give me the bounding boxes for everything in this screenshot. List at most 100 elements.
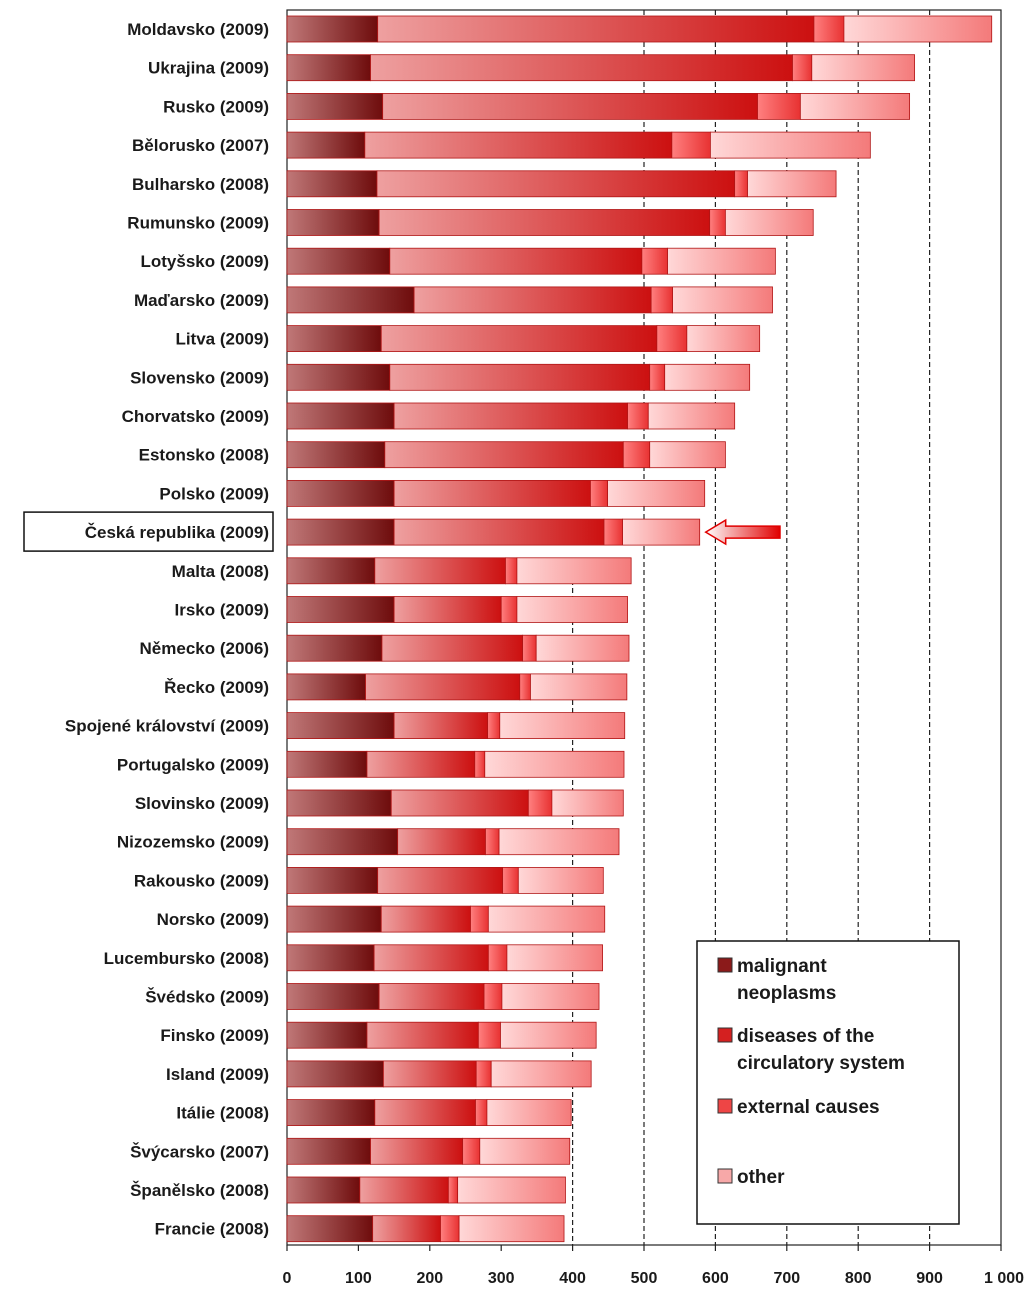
bar-segment-23-0 (286, 905, 382, 933)
bar-segment-3-2 (671, 131, 711, 159)
bar-segment-31-1 (372, 1215, 441, 1243)
bar-segment-4-1 (376, 170, 736, 198)
category-label: Chorvatsko (2009) (122, 407, 269, 426)
bar-segment-11-3 (649, 441, 726, 469)
bar-segment-22-2 (502, 867, 519, 894)
category-label: Rumunsko (2009) (127, 214, 269, 233)
category-label: Rakousko (2009) (134, 871, 269, 890)
bar-segment-10-1 (393, 402, 628, 430)
bar-segment-5-0 (286, 209, 380, 236)
bar-segment-4-0 (286, 170, 378, 198)
bar-segment-12-0 (286, 479, 395, 507)
bar-segment-28-0 (286, 1099, 376, 1126)
bar-segment-10-2 (627, 402, 649, 430)
highlight-arrow (704, 518, 781, 546)
bar-segment-6-1 (389, 247, 643, 275)
bar-segment-1-0 (286, 54, 371, 82)
category-label: Malta (2008) (172, 562, 269, 581)
category-label: Irsko (2009) (175, 601, 270, 620)
legend: malignant neoplasms diseases of the circula… (696, 940, 960, 1225)
bar-segment-26-0 (286, 1021, 368, 1049)
bar-segment-7-1 (413, 286, 652, 314)
bar-segment-27-1 (382, 1060, 477, 1088)
bar-segment-25-2 (483, 983, 503, 1010)
bar-segment-17-2 (519, 673, 531, 701)
bar-segment-20-0 (286, 789, 392, 817)
x-tick-label: 200 (416, 1270, 443, 1287)
category-label: Ukrajina (2009) (148, 59, 269, 78)
category-label: Itálie (2008) (176, 1104, 269, 1123)
legend-label: diseases of the (737, 1026, 874, 1047)
x-tick-label: 500 (631, 1270, 658, 1287)
bar-segment-27-0 (286, 1060, 384, 1088)
bar-segment-28-3 (486, 1099, 572, 1126)
bar-segment-4-2 (734, 170, 748, 198)
bar-segment-12-2 (590, 479, 608, 507)
bar-segment-14-2 (505, 557, 518, 585)
bar-segment-19-2 (474, 750, 486, 778)
category-label: Maďarsko (2009) (134, 291, 269, 310)
bar-segment-16-1 (381, 634, 524, 662)
category-label: Slovensko (2009) (130, 368, 269, 387)
bar-segment-1-3 (811, 54, 916, 82)
bar-segment-3-3 (710, 131, 871, 159)
bar-segment-26-2 (477, 1021, 501, 1049)
category-label: Řecko (2009) (164, 678, 269, 697)
x-tick-label: 100 (345, 1270, 372, 1287)
bar-segment-28-2 (475, 1099, 488, 1126)
highlight-marker (23, 511, 781, 552)
bar-segment-3-0 (286, 131, 366, 159)
bar-segment-9-3 (664, 363, 751, 391)
x-tick-label: 0 (283, 1270, 292, 1287)
bar-segment-25-3 (501, 983, 600, 1010)
category-label: Finsko (2009) (160, 1026, 269, 1045)
bar-segment-29-1 (370, 1137, 464, 1165)
bar-segment-30-0 (286, 1176, 361, 1204)
category-label: Nizozemsko (2009) (117, 833, 269, 852)
bar-segment-21-3 (498, 828, 620, 856)
category-label: Švýcarsko (2007) (130, 1142, 269, 1161)
bars (286, 15, 993, 1243)
bar-segment-16-3 (535, 634, 630, 662)
bar-segment-22-0 (286, 867, 379, 894)
bar-segment-27-2 (475, 1060, 492, 1088)
legend-swatch (717, 1098, 733, 1114)
bar-segment-2-0 (286, 93, 384, 120)
highlight-box (23, 511, 274, 552)
legend-swatch (717, 957, 733, 973)
category-label: Slovinsko (2009) (135, 794, 269, 813)
legend-swatch (717, 1027, 733, 1043)
bar-segment-31-0 (286, 1215, 374, 1243)
bar-segment-15-2 (500, 596, 518, 623)
bar-segment-13-0 (286, 518, 395, 546)
bar-segment-11-2 (622, 441, 651, 469)
bar-segment-0-3 (843, 15, 993, 43)
category-label: Německo (2006) (140, 639, 269, 658)
bar-segment-2-3 (799, 93, 911, 120)
bar-segment-27-3 (490, 1060, 592, 1088)
bar-segment-20-2 (527, 789, 553, 817)
category-label: Litva (2009) (175, 330, 269, 349)
legend-label: neoplasms (737, 983, 836, 1004)
legend-label: external causes (737, 1097, 880, 1118)
bar-segment-11-1 (384, 441, 624, 469)
category-label: Island (2009) (166, 1065, 269, 1084)
bar-segment-24-3 (506, 944, 603, 972)
bar-segment-29-3 (479, 1137, 571, 1165)
bar-segment-10-0 (286, 402, 395, 430)
bar-segment-29-0 (286, 1137, 371, 1165)
bar-segment-18-3 (499, 712, 626, 739)
bar-segment-19-0 (286, 750, 368, 778)
bar-segment-11-0 (286, 441, 386, 469)
bar-segment-23-3 (487, 905, 606, 933)
bar-segment-20-3 (551, 789, 624, 817)
x-tick-label: 300 (488, 1270, 515, 1287)
bar-segment-7-3 (672, 286, 773, 314)
x-tick-label: 800 (845, 1270, 872, 1287)
legend-label: circulatory system (737, 1053, 905, 1074)
bar-segment-5-2 (709, 209, 726, 236)
legend-box (696, 940, 960, 1225)
category-label: Moldavsko (2009) (127, 20, 269, 39)
category-label: Bulharsko (2008) (132, 175, 269, 194)
bar-segment-17-0 (286, 673, 366, 701)
